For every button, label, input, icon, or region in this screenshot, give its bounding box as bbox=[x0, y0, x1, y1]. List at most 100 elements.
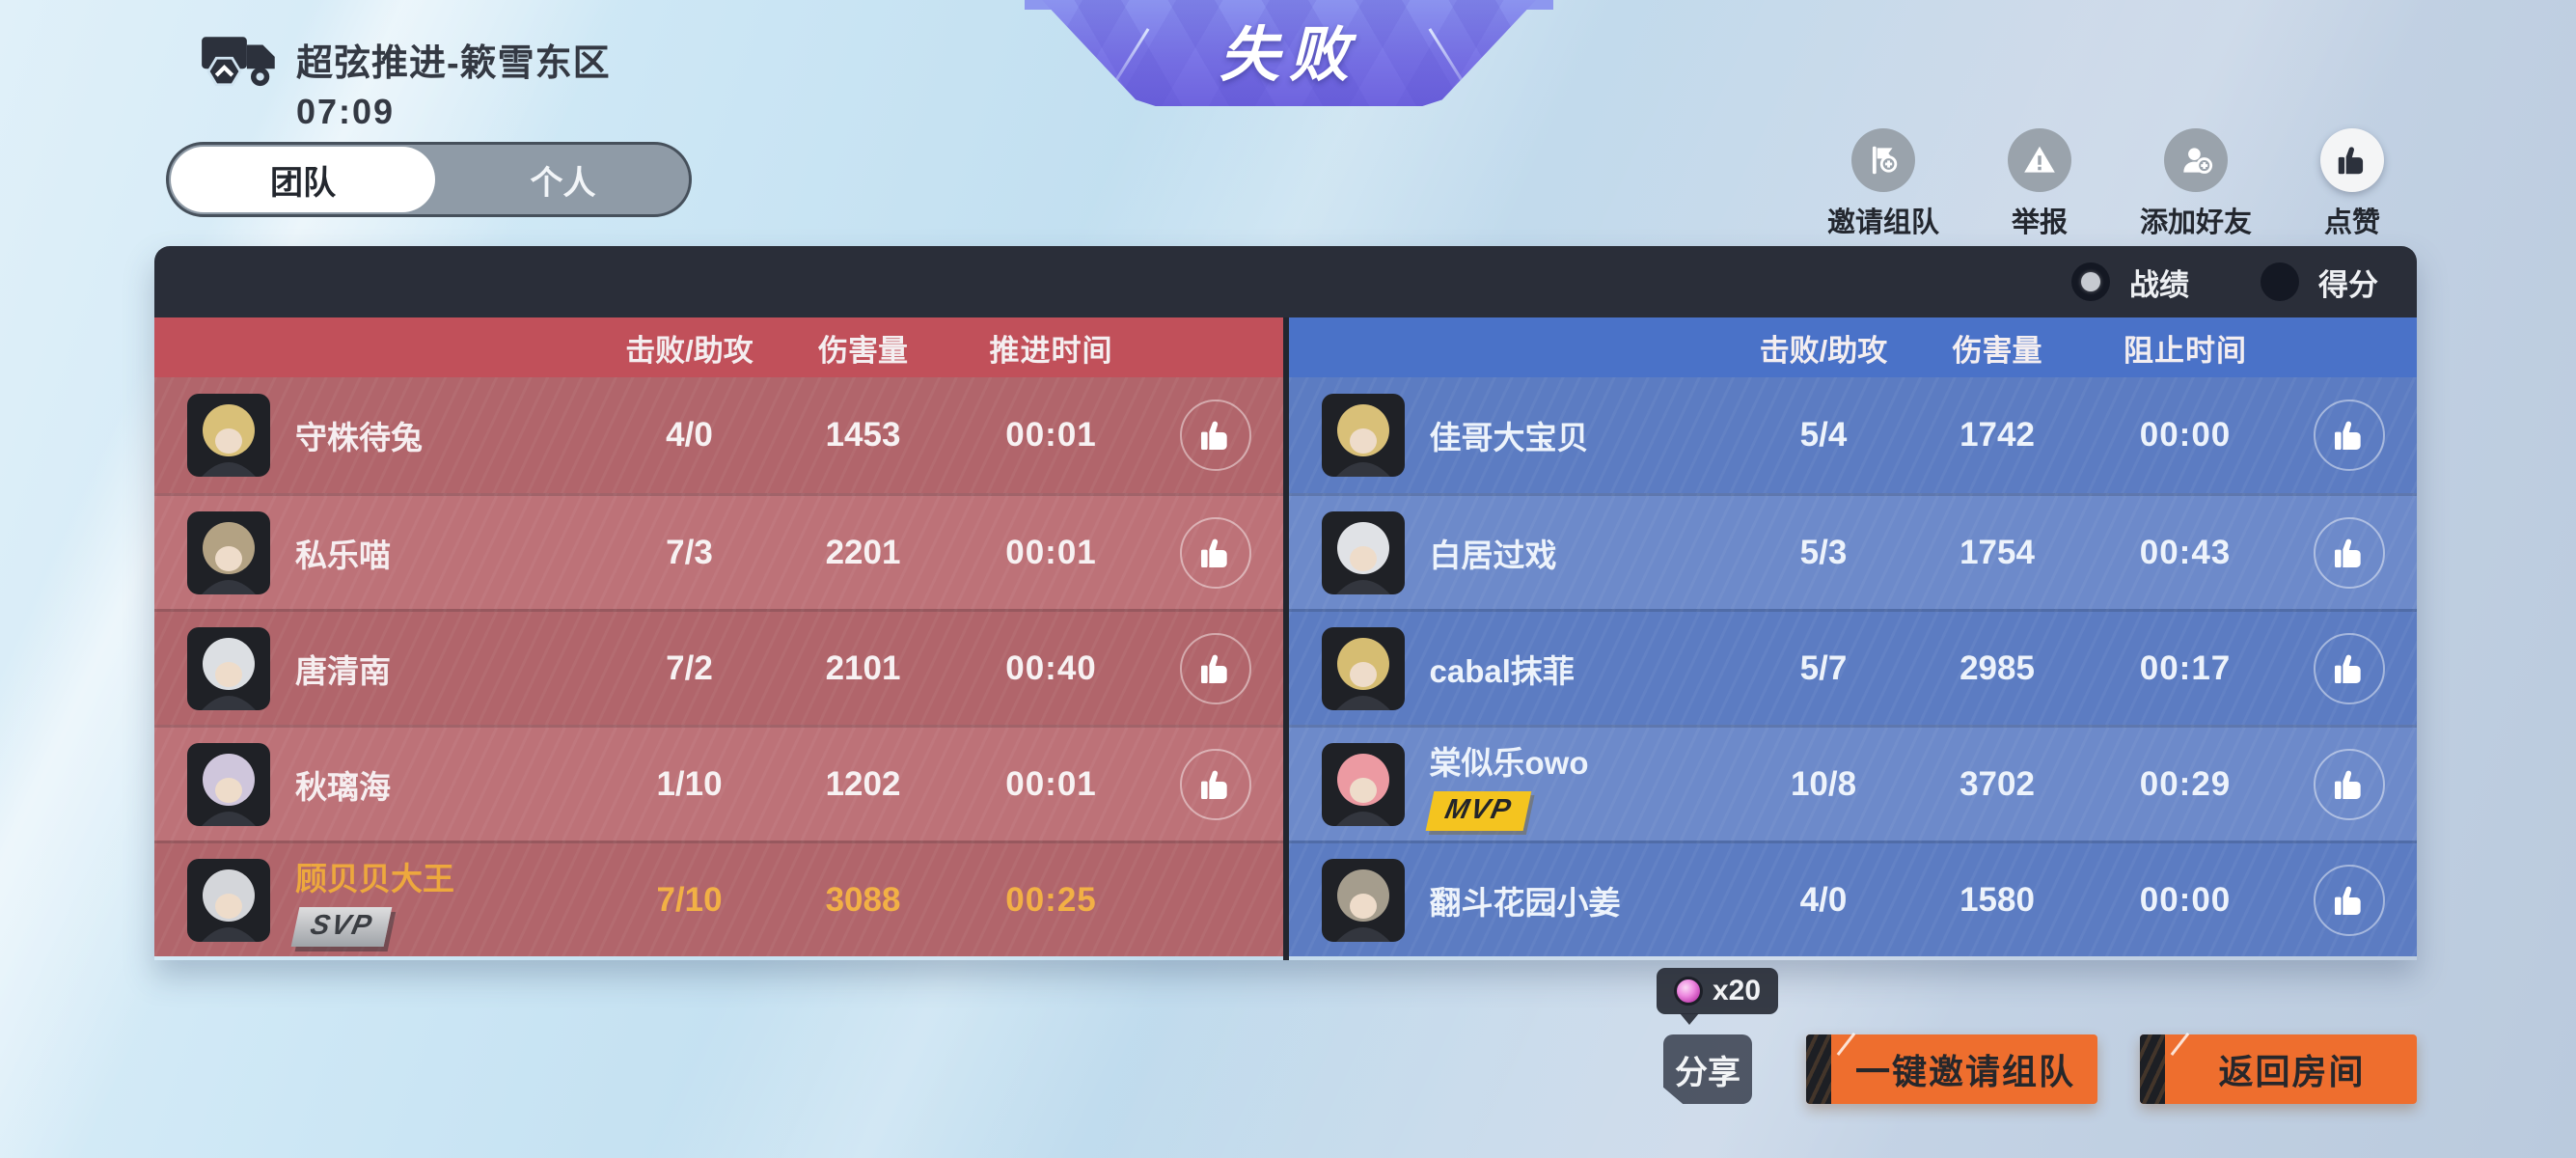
time-value: 00:40 bbox=[1005, 648, 1097, 687]
thumbs-up-button[interactable] bbox=[2314, 864, 2385, 936]
column-push-time: 推进时间 bbox=[989, 333, 1113, 368]
tab-team[interactable]: 团队 bbox=[171, 147, 436, 212]
tab-personal[interactable]: 个人 bbox=[530, 164, 596, 202]
warning-icon bbox=[2008, 128, 2071, 192]
thumbs-up-button[interactable] bbox=[2314, 400, 2385, 471]
damage-value: 1453 bbox=[825, 416, 901, 454]
damage-value: 3088 bbox=[825, 880, 901, 919]
table-row: cabal抹菲 5/7 2985 00:17 bbox=[1288, 609, 2417, 725]
time-value: 00:17 bbox=[2139, 648, 2232, 687]
table-row: 佳哥大宝贝 5/4 1742 00:00 bbox=[1288, 377, 2417, 493]
thumbs-up-button[interactable] bbox=[1179, 748, 1251, 820]
tab-switcher: 团队 个人 bbox=[166, 142, 692, 217]
thumbs-up-button[interactable] bbox=[2314, 516, 2385, 589]
player-name: 私乐喵 bbox=[295, 537, 391, 573]
kda-value: 7/2 bbox=[666, 648, 713, 687]
column-damage: 伤害量 bbox=[1952, 333, 2042, 368]
damage-value: 1742 bbox=[1959, 416, 2035, 454]
table-row-self: 顾贝贝大王 SVP 7/10 3088 00:25 bbox=[154, 841, 1283, 956]
thumbs-up-button[interactable] bbox=[1179, 632, 1251, 704]
kda-value: 10/8 bbox=[1790, 764, 1857, 803]
damage-value: 2101 bbox=[825, 648, 901, 687]
kda-value: 7/3 bbox=[666, 533, 713, 571]
thumbs-up-button[interactable] bbox=[2314, 632, 2385, 704]
person-plus-icon bbox=[2164, 128, 2228, 192]
time-value: 00:43 bbox=[2139, 533, 2232, 571]
damage-value: 1754 bbox=[1959, 533, 2035, 571]
avatar[interactable] bbox=[187, 510, 270, 594]
invite-party-button[interactable]: 邀请组队 bbox=[1822, 128, 1945, 240]
damage-value: 1580 bbox=[1959, 880, 2035, 919]
player-name: 翻斗花园小姜 bbox=[1429, 884, 1621, 921]
kda-value: 7/10 bbox=[656, 880, 723, 919]
time-value: 00:00 bbox=[2139, 416, 2232, 454]
table-row: 棠似乐owo MVP 10/8 3702 00:29 bbox=[1288, 725, 2417, 841]
reward-tooltip: x20 bbox=[1657, 968, 1779, 1025]
avatar[interactable] bbox=[187, 394, 270, 477]
match-time: 07:09 bbox=[296, 92, 396, 131]
invite-team-button[interactable]: 一键邀请组队 bbox=[1806, 1034, 2097, 1104]
time-value: 00:25 bbox=[1005, 880, 1097, 919]
thumbs-up-button[interactable] bbox=[1179, 516, 1251, 589]
table-row: 白居过戏 5/3 1754 00:43 bbox=[1288, 493, 2417, 609]
red-team-table: 击败/助攻 伤害量 推进时间 守株待兔 4/0 1453 00:01 bbox=[154, 317, 1283, 960]
damage-value: 1202 bbox=[825, 764, 901, 803]
column-block-time: 阻止时间 bbox=[2124, 333, 2247, 368]
table-row: 私乐喵 7/3 2201 00:01 bbox=[154, 493, 1283, 609]
kda-value: 4/0 bbox=[1799, 880, 1848, 919]
time-value: 00:00 bbox=[2139, 880, 2232, 919]
thumbs-up-button[interactable] bbox=[2314, 748, 2385, 820]
player-name: 秋璃海 bbox=[295, 768, 391, 805]
time-value: 00:01 bbox=[1005, 533, 1097, 571]
avatar[interactable] bbox=[187, 626, 270, 710]
supply-truck-icon bbox=[198, 29, 283, 97]
avatar[interactable] bbox=[1321, 742, 1405, 826]
thumbs-up-button[interactable] bbox=[1179, 400, 1251, 471]
kda-value: 4/0 bbox=[666, 416, 713, 454]
match-info: 超弦推进-簌雪东区 07:09 bbox=[198, 29, 611, 132]
avatar[interactable] bbox=[187, 858, 270, 942]
report-button[interactable]: 举报 bbox=[1978, 128, 2101, 240]
thumbs-up-icon bbox=[2320, 128, 2384, 192]
view-toggle-score[interactable]: 得分 bbox=[2261, 261, 2378, 304]
blue-team-table: 击败/助攻 伤害量 阻止时间 佳哥大宝贝 5/4 1742 00:00 bbox=[1288, 317, 2417, 960]
team-divider bbox=[1282, 317, 1289, 960]
damage-value: 2985 bbox=[1959, 648, 2035, 687]
kda-value: 5/7 bbox=[1799, 648, 1848, 687]
damage-value: 2201 bbox=[825, 533, 901, 571]
avatar[interactable] bbox=[1321, 510, 1405, 594]
player-name: 佳哥大宝贝 bbox=[1429, 420, 1589, 455]
radio-unselected-icon bbox=[2261, 262, 2299, 301]
reward-count: x20 bbox=[1713, 975, 1762, 1006]
flag-plus-icon bbox=[1851, 128, 1915, 192]
avatar[interactable] bbox=[1321, 626, 1405, 710]
time-value: 00:01 bbox=[1005, 416, 1097, 454]
player-name: 守株待兔 bbox=[295, 420, 423, 455]
mode-title: 超弦推进-簌雪东区 bbox=[296, 43, 611, 84]
column-damage: 伤害量 bbox=[818, 333, 908, 368]
time-value: 00:29 bbox=[2139, 764, 2232, 803]
avatar[interactable] bbox=[1321, 858, 1405, 942]
add-friend-button[interactable]: 添加好友 bbox=[2134, 128, 2258, 240]
column-kda: 击败/助攻 bbox=[1759, 333, 1888, 368]
blue-team-header: 击败/助攻 伤害量 阻止时间 bbox=[1288, 317, 2417, 377]
table-row: 守株待兔 4/0 1453 00:01 bbox=[154, 377, 1283, 493]
kda-value: 5/4 bbox=[1799, 416, 1848, 454]
column-kda: 击败/助攻 bbox=[625, 333, 754, 368]
damage-value: 3702 bbox=[1959, 764, 2035, 803]
player-name: 顾贝贝大王 bbox=[295, 861, 454, 896]
table-row: 唐清南 7/2 2101 00:40 bbox=[154, 609, 1283, 725]
radio-selected-icon bbox=[2071, 262, 2110, 301]
currency-orb-icon bbox=[1674, 977, 1703, 1006]
avatar[interactable] bbox=[1321, 394, 1405, 477]
return-room-button[interactable]: 返回房间 bbox=[2140, 1034, 2417, 1104]
red-team-header: 击败/助攻 伤害量 推进时间 bbox=[154, 317, 1283, 377]
view-toggle-stats[interactable]: 战绩 bbox=[2071, 261, 2189, 304]
player-name: cabal抹菲 bbox=[1429, 652, 1575, 689]
scoreboard-topbar: 战绩 得分 bbox=[154, 246, 2417, 317]
share-button[interactable]: 分享 bbox=[1663, 1034, 1752, 1104]
like-button[interactable]: 点赞 bbox=[2290, 128, 2414, 240]
avatar[interactable] bbox=[187, 742, 270, 826]
kda-value: 5/3 bbox=[1799, 533, 1848, 571]
